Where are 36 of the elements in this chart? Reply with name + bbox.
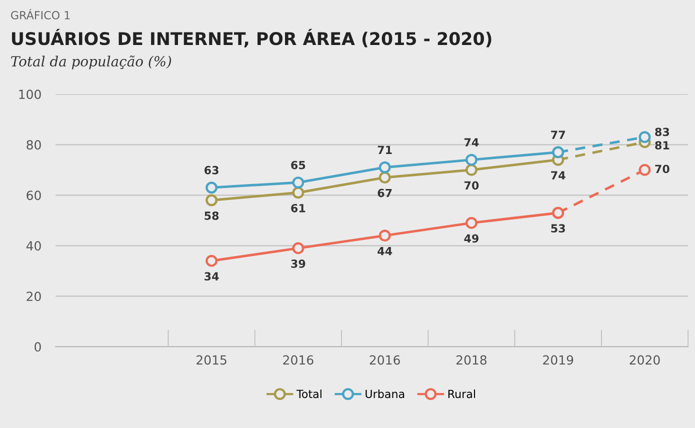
data-label: 71 <box>378 146 392 154</box>
y-tick-label: 80 <box>26 140 41 150</box>
x-tick-label: 2020 <box>630 355 660 365</box>
text: GRÁFICO 1 <box>11 8 70 20</box>
data-label: 34 <box>204 272 219 281</box>
data-label: 67 <box>378 188 392 198</box>
data-label: 65 <box>291 160 306 170</box>
legend-label: Urbana <box>366 390 404 398</box>
x-tick-label: 2016 <box>283 355 314 365</box>
legend-label: Total <box>296 390 322 398</box>
x-tick-label: 2016 <box>370 355 400 365</box>
x-tick-label: 2018 <box>456 355 487 365</box>
data-label: 74 <box>464 138 479 146</box>
data-label: 39 <box>291 260 306 268</box>
legend-label: Rural <box>448 390 475 398</box>
data-label: 49 <box>464 234 478 243</box>
y-tick-label: 0 <box>34 342 41 352</box>
data-label: 44 <box>378 247 392 256</box>
data-label: 61 <box>291 204 306 212</box>
data-label: 58 <box>204 212 219 220</box>
data-label: 63 <box>204 166 218 174</box>
x-tick-label: 2019 <box>543 355 574 365</box>
chart-subtitle: Total da população (%) <box>11 56 172 70</box>
y-tick-label: 20 <box>26 292 41 302</box>
data-label: 77 <box>551 130 565 139</box>
data-label: 74 <box>551 171 566 180</box>
data-label: 81 <box>655 141 670 150</box>
y-tick-label: 100 <box>19 90 41 100</box>
data-label: 83 <box>655 128 670 136</box>
y-tick-label: 60 <box>26 190 41 200</box>
x-tick-label: 2015 <box>196 355 226 365</box>
data-label: 53 <box>551 224 565 233</box>
data-label: 70 <box>655 164 670 174</box>
chart-title: USUÁRIOS DE INTERNET, POR ÁREA (2015 - 2020) <box>12 28 492 48</box>
data-label: 70 <box>464 181 479 190</box>
y-tick-label: 40 <box>26 241 41 251</box>
